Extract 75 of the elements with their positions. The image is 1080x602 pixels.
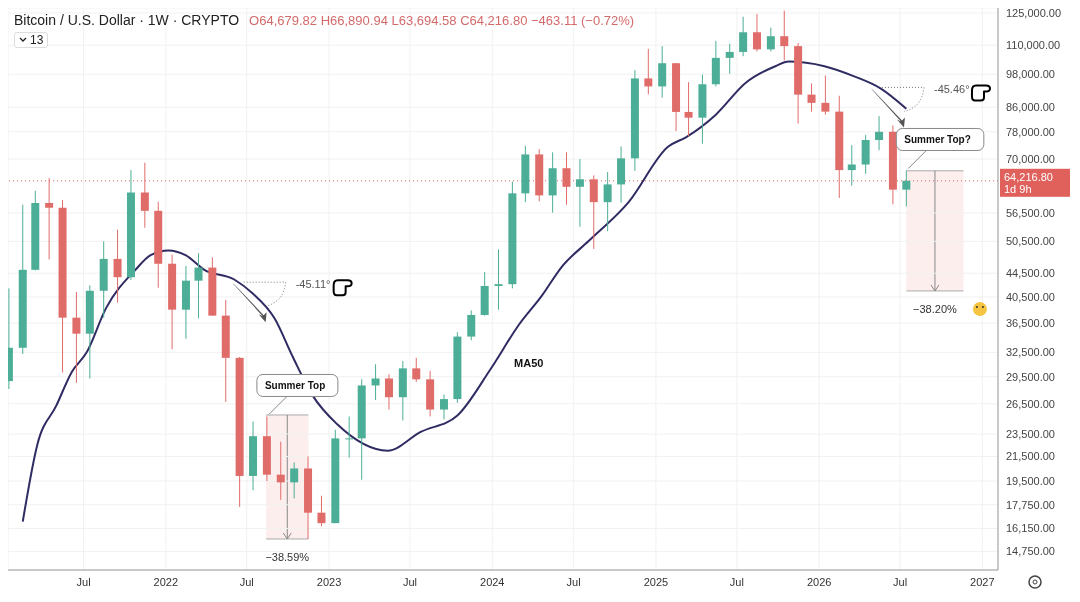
candlestick bbox=[412, 357, 421, 383]
candlestick bbox=[780, 10, 789, 62]
y-tick-label: 29,500.00 bbox=[1006, 370, 1055, 383]
x-tick-label: 2027 bbox=[970, 575, 995, 588]
candlestick bbox=[739, 16, 748, 57]
y-tick-label: 78,000.00 bbox=[1006, 125, 1055, 138]
x-tick-label: Jul bbox=[566, 575, 581, 588]
y-tick-label: 125,000.00 bbox=[1006, 6, 1062, 19]
y-tick-label: 40,500.00 bbox=[1006, 290, 1055, 303]
annotation: Summer Top bbox=[264, 380, 326, 392]
candlestick bbox=[113, 229, 122, 304]
candlestick bbox=[72, 291, 81, 384]
chart-subtitle: O64,679.82 H66,890.94 L63,694.58 C64,216.80 −463.11 (−0.72%) bbox=[249, 13, 635, 28]
candlestick bbox=[821, 75, 830, 116]
annotation: −38.20% bbox=[913, 302, 958, 315]
candlestick bbox=[658, 45, 667, 99]
x-tick-label: 2026 bbox=[806, 575, 832, 588]
candlestick bbox=[684, 81, 693, 137]
candlestick bbox=[902, 169, 911, 207]
x-tick-label: 2024 bbox=[480, 575, 505, 588]
x-tick-label: Jul bbox=[76, 575, 91, 588]
y-tick-label: 32,500.00 bbox=[1006, 346, 1055, 359]
y-tick-label: 44,500.00 bbox=[1006, 267, 1055, 280]
candlestick bbox=[875, 115, 884, 151]
y-tick-label: 19,500.00 bbox=[1006, 474, 1055, 487]
x-tick-label: 2023 bbox=[316, 575, 342, 588]
y-tick-label: 14,750.00 bbox=[1006, 545, 1055, 558]
y-tick-label: 98,000.00 bbox=[1006, 68, 1055, 81]
candlestick bbox=[807, 82, 816, 113]
ref-line-label: 64,216.80 bbox=[1004, 170, 1053, 183]
y-tick-label: 23,500.00 bbox=[1006, 427, 1055, 440]
annotation: -45.11° bbox=[295, 278, 331, 291]
candlestick bbox=[140, 162, 149, 229]
chart-title: Bitcoin / U.S. Dollar · 1W · CRYPTO bbox=[14, 12, 240, 28]
candlestick bbox=[589, 174, 598, 250]
candlestick bbox=[371, 363, 380, 401]
candlestick bbox=[439, 393, 448, 420]
annotation: −38.59% bbox=[265, 550, 310, 563]
y-tick-label: 56,500.00 bbox=[1006, 206, 1055, 219]
candlestick bbox=[45, 177, 54, 260]
x-tick-label: Jul bbox=[729, 575, 744, 588]
y-tick-label: 36,500.00 bbox=[1006, 317, 1055, 330]
x-tick-label: Jul bbox=[239, 575, 254, 588]
candlestick bbox=[317, 495, 326, 527]
candlestick bbox=[290, 461, 299, 499]
candlestick bbox=[467, 309, 476, 341]
y-tick-label: 86,000.00 bbox=[1006, 101, 1055, 114]
candlestick bbox=[276, 441, 285, 501]
candlestick bbox=[345, 415, 354, 459]
y-tick-label: 70,000.00 bbox=[1006, 152, 1055, 165]
annotation: 13 bbox=[30, 33, 44, 47]
candlestick bbox=[752, 13, 761, 52]
series-label: MA50 bbox=[514, 356, 544, 369]
candlestick bbox=[644, 48, 653, 95]
y-tick-label: 21,500.00 bbox=[1006, 450, 1055, 463]
candlestick bbox=[725, 43, 734, 75]
candlestick bbox=[384, 373, 393, 411]
y-tick-label: 26,500.00 bbox=[1006, 397, 1055, 410]
candlestick bbox=[575, 158, 584, 228]
x-tick-label: Jul bbox=[402, 575, 418, 588]
y-tick-label: 50,500.00 bbox=[1006, 235, 1055, 248]
x-tick-label: Jul bbox=[893, 575, 908, 588]
x-tick-label: 2025 bbox=[643, 575, 669, 588]
candlestick bbox=[194, 252, 203, 319]
text: 1d 9h bbox=[1004, 182, 1032, 195]
candlestick bbox=[603, 171, 612, 232]
x-tick-label: 2022 bbox=[153, 575, 179, 588]
candlestick bbox=[494, 248, 503, 311]
y-tick-label: 110,000.00 bbox=[1006, 39, 1061, 52]
y-tick-label: 16,150.00 bbox=[1006, 522, 1055, 535]
annotation: -45.46° bbox=[933, 83, 970, 96]
candlestick bbox=[766, 27, 775, 52]
annotation: Summer Top? bbox=[904, 134, 971, 146]
y-tick-label: 17,750.00 bbox=[1006, 498, 1055, 511]
candlestick bbox=[562, 151, 571, 206]
